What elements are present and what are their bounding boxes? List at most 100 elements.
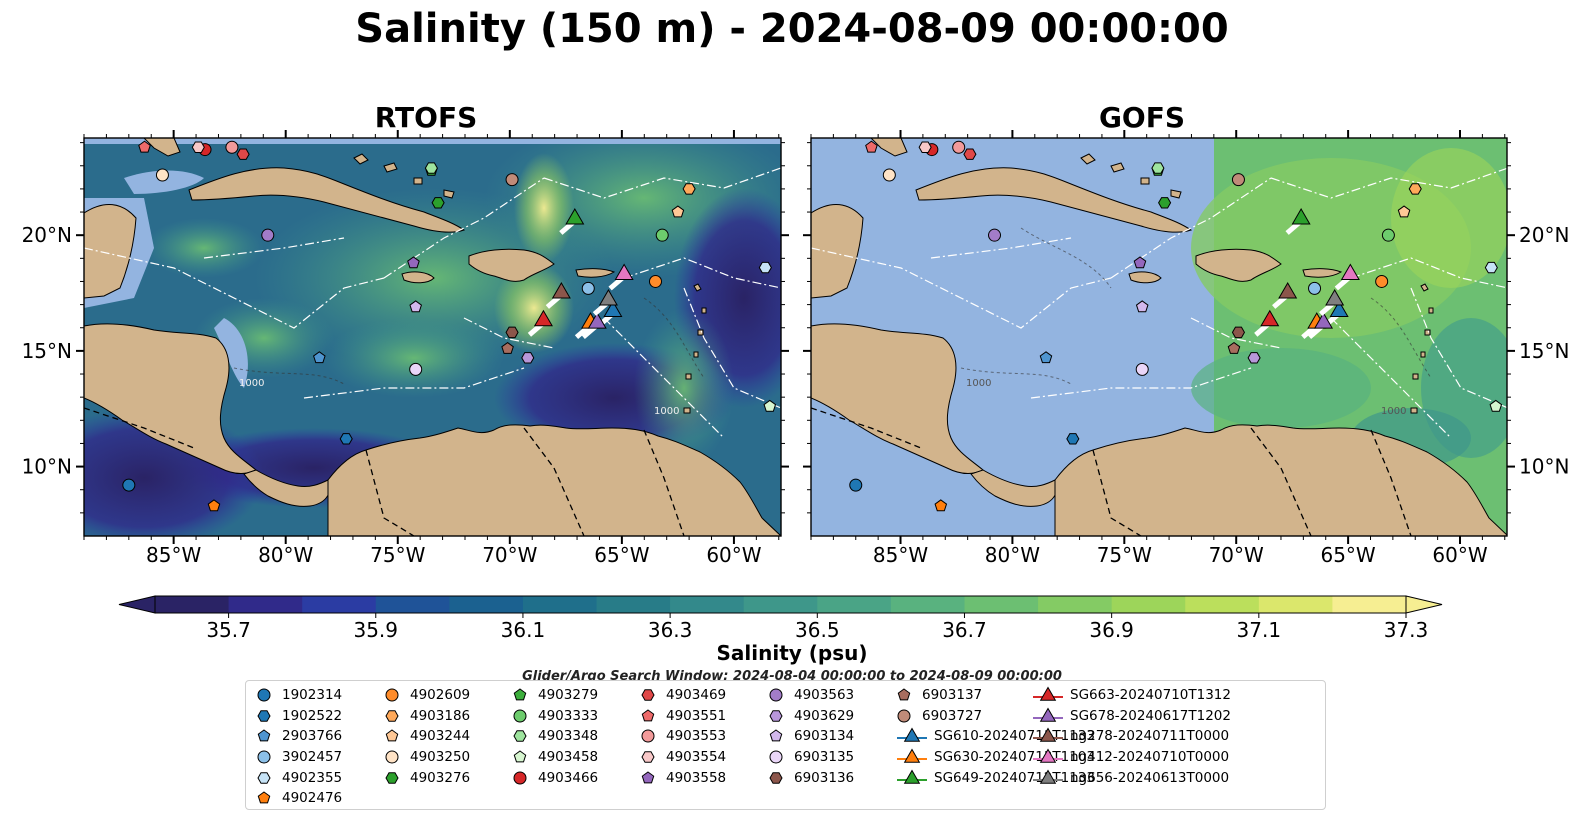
legend-marker-icon xyxy=(513,688,527,701)
legend-item: 4903469 xyxy=(640,685,726,706)
argo-float-marker xyxy=(521,352,535,364)
legend-marker xyxy=(1039,686,1057,702)
argo-float-marker xyxy=(236,148,250,160)
legend-marker xyxy=(641,709,655,722)
legend-item-label: 4902476 xyxy=(282,790,343,807)
argo-float-marker xyxy=(671,205,685,218)
legend-item: 4903558 xyxy=(640,767,726,788)
legend-item-label: 4903333 xyxy=(538,707,599,724)
legend-item-label: 1902314 xyxy=(282,687,343,704)
legend-marker xyxy=(903,748,921,763)
legend-marker-icon xyxy=(257,729,271,742)
argo-float-marker xyxy=(313,351,326,364)
colorbar-segment xyxy=(228,596,303,613)
legend-item-label: 4903244 xyxy=(410,728,471,745)
legend-marker-icon xyxy=(1033,686,1063,702)
argo-float-marker xyxy=(934,499,948,512)
colorbar-segment xyxy=(155,596,230,613)
colorbar-segment xyxy=(743,596,818,613)
legend-item: 4903276 xyxy=(384,767,470,788)
lon-tick-label: 75°W xyxy=(370,543,425,567)
argo-float-marker xyxy=(1158,197,1172,209)
legend-item: 6903136 xyxy=(768,767,854,788)
legend-item: 4903333 xyxy=(512,706,598,727)
glider-marker xyxy=(1329,300,1349,318)
argo-float-marker xyxy=(1489,399,1503,412)
argo-float-marker xyxy=(155,168,169,182)
depth-contour-label: 1000 xyxy=(239,378,264,389)
argo-float-marker xyxy=(191,141,205,153)
legend-item-label: 4903250 xyxy=(410,749,471,766)
colorbar-tick-label: 36.3 xyxy=(648,618,693,642)
legend-marker xyxy=(641,689,655,701)
argo-float-marker xyxy=(758,261,772,274)
argo-float-marker xyxy=(1039,351,1053,364)
legend-marker xyxy=(769,710,783,722)
legend-marker-icon xyxy=(641,729,655,743)
colorbar-tick-label: 37.1 xyxy=(1237,618,1282,642)
argo-float-marker xyxy=(581,281,595,295)
legend-column: 4903279 4903333 4903348 4903458 4903466 xyxy=(512,685,598,788)
colorbar-tick-label: 36.9 xyxy=(1089,618,1134,642)
colorbar-tick-label: 36.7 xyxy=(942,618,987,642)
legend-item-label: SG663-20240710T1312 xyxy=(1070,687,1231,704)
legend-marker-icon xyxy=(1033,727,1063,743)
legend-marker-icon xyxy=(257,791,271,804)
legend-item-label: ng412-20240710T0000 xyxy=(1070,749,1230,766)
legend-marker-icon xyxy=(897,769,927,784)
legend-item-label: 4902355 xyxy=(282,769,343,786)
depth-contour-label: 1000 xyxy=(1381,406,1406,417)
legend-item: 4903553 xyxy=(640,726,726,747)
legend-item-label: ng656-20240613T0000 xyxy=(1070,769,1230,786)
glider-marker xyxy=(1291,207,1311,225)
colorbar-segment xyxy=(1111,596,1186,613)
glider-marker xyxy=(1313,312,1334,329)
argo-float-marker xyxy=(988,228,1002,242)
legend-item: ng656-20240613T0000 xyxy=(1032,767,1231,788)
argo-float-marker xyxy=(1375,274,1389,288)
lon-tick-label: 80°W xyxy=(985,543,1040,567)
legend-marker xyxy=(641,751,655,763)
colorbar-segment xyxy=(449,596,524,613)
argo-float-marker xyxy=(918,141,932,153)
legend-item-label: 4903186 xyxy=(410,707,471,724)
legend-item-label: 4903551 xyxy=(666,707,727,724)
glider-marker xyxy=(565,207,585,225)
lon-tick-label: 65°W xyxy=(594,543,649,567)
argo-float-marker xyxy=(1151,162,1165,174)
legend-marker xyxy=(513,709,527,723)
markers-gofs xyxy=(849,140,1503,512)
legend-marker xyxy=(1039,727,1057,743)
legend: 1902314 1902522 2903766 3902457 4902355 49024… xyxy=(245,680,1326,810)
legend-marker-icon xyxy=(641,709,655,722)
legend-item: 4903244 xyxy=(384,726,470,747)
legend-marker-icon xyxy=(897,709,911,723)
legend-marker-icon xyxy=(385,688,399,702)
legend-marker xyxy=(257,791,271,804)
argo-float-marker xyxy=(865,140,878,153)
legend-marker-icon xyxy=(897,688,911,701)
lat-tick-label: 15°N xyxy=(22,339,72,363)
legend-marker xyxy=(641,729,655,743)
legend-marker-icon xyxy=(513,771,527,785)
legend-item-label: 4903554 xyxy=(666,749,727,766)
glider-marker xyxy=(1278,282,1298,299)
legend-item: 2903766 xyxy=(256,726,342,747)
legend-item: 4903563 xyxy=(768,685,854,706)
lat-tick-label: 10°N xyxy=(1519,455,1569,479)
argo-float-marker xyxy=(1408,183,1422,195)
glider-marker xyxy=(533,309,553,327)
legend-marker-icon xyxy=(513,709,527,723)
argo-float-marker xyxy=(849,478,863,492)
legend-item-label: 4903558 xyxy=(666,769,727,786)
legend-item-label: 4903553 xyxy=(666,728,727,745)
legend-marker-icon xyxy=(257,771,271,784)
panel-frame-rtofs xyxy=(83,137,782,537)
argo-float-marker xyxy=(1231,173,1245,187)
legend-item: 6903727 xyxy=(896,706,1095,727)
glider-marker xyxy=(1340,263,1360,281)
legend-item: ng278-20240711T0000 xyxy=(1032,726,1231,747)
legend-marker xyxy=(257,710,271,722)
legend-item-label: 4903629 xyxy=(794,707,855,724)
